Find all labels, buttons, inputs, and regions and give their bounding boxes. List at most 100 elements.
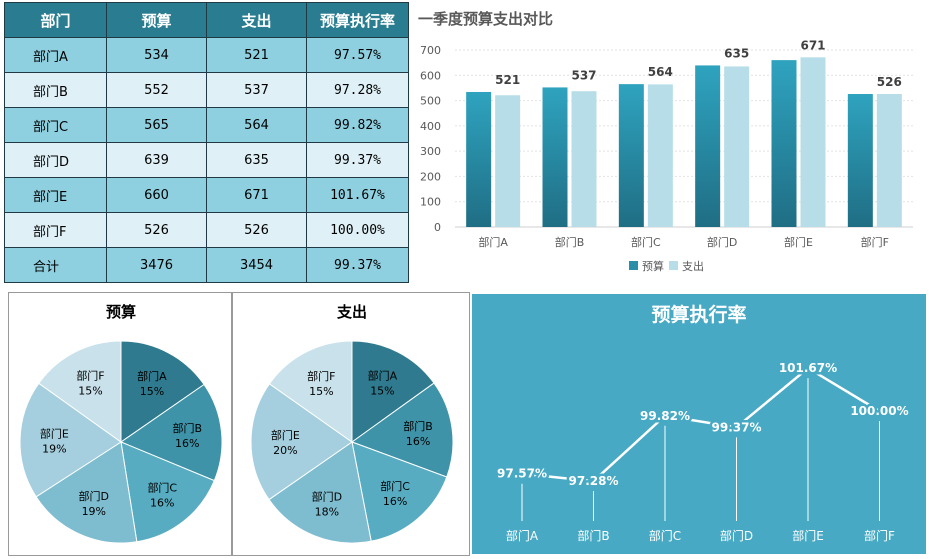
bar-chart: 一季度预算支出对比 0 100 200 300 400 500 600 700 521 部门A 537… [418,10,913,273]
table-cell: 534 [106,37,207,73]
pie-slice-label: 部门F [76,369,104,383]
pie-slice-label: 部门C [147,480,177,494]
table-header-cell: 预算执行率 [306,2,409,38]
table-cell: 3454 [206,247,307,283]
table-cell: 564 [206,107,307,143]
pie-slice [120,441,215,543]
table-cell: 526 [206,212,307,248]
y-tick-label: 200 [420,170,441,183]
pie-slice-percent: 19% [82,505,106,518]
x-tick-label: 部门D [707,235,737,249]
table-row: 部门D 639 635 99.37% [4,142,409,178]
table-cell: 521 [206,37,307,73]
line-x-tick-label: 部门E [792,528,824,543]
table-header-row: 部门 预算 支出 预算执行率 [4,2,409,38]
chart-title: 一季度预算支出对比 [418,10,553,28]
table-row: 部门E 660 671 101.67% [4,177,409,213]
pie-slice [38,340,122,443]
pie-slice-label: 部门D [312,490,342,504]
rate-data-label: 100.00% [850,404,908,418]
legend-label-expense: 支出 [682,259,704,273]
y-tick-label: 0 [434,221,441,234]
table-cell: 部门B [4,72,107,108]
pie-slice [268,340,353,443]
pie-slice-label: 部门E [40,426,69,440]
table-cell: 3476 [106,247,207,283]
bar-data-label: 526 [877,75,902,89]
pie-slice [120,340,205,443]
rate-data-label: 97.57% [497,467,547,481]
bar-budget [466,91,492,227]
budget-pie-panel: 预算 部门A 15% 部门B 16% 部门C 16% 部门D 19% 部门E 19% 部门F 15% [8,292,232,556]
bar-data-label: 521 [495,73,520,87]
table-row: 部门B 552 537 97.28% [4,72,409,108]
legend-swatch-budget [629,261,638,270]
pie-slice [351,340,435,443]
bar-expense [647,84,673,227]
line-x-tick-label: 部门C [649,528,681,543]
x-tick-label: 部门A [478,235,508,249]
y-tick-label: 400 [420,120,441,133]
pie-slice-label: 部门A [368,369,398,383]
bar-data-label: 635 [724,46,749,60]
pie-slice [351,441,448,542]
bar-expense [724,66,750,227]
rate-data-label: 101.67% [779,361,837,375]
rate-data-label: 99.37% [712,420,762,434]
table-cell: 660 [106,177,207,213]
pie-slice-percent: 18% [315,506,339,519]
budget-table: 部门 预算 支出 预算执行率 部门A 534 521 97.57% 部门B 55… [4,2,409,283]
table-cell: 100.00% [306,212,409,248]
bar-expense [495,95,521,227]
execution-rate-panel: 预算执行率 97.57% 部门A 97.28% 部门B 99.82% 部门C 99.37% 部门… [472,294,926,554]
pie-slice-percent: 16% [406,435,430,448]
rate-line [521,366,881,483]
table-header-cell: 支出 [206,2,307,38]
line-x-tick-label: 部门A [506,528,539,543]
table-cell: 565 [106,107,207,143]
line-x-tick-label: 部门F [864,528,895,543]
line-chart-title: 预算执行率 [651,303,746,326]
x-tick-label: 部门C [631,235,661,249]
legend-label-budget: 预算 [642,259,664,273]
pie-slice [119,383,223,482]
pie-slice-percent: 16% [175,437,199,450]
table-header-cell: 预算 [106,2,207,38]
pie-slice-percent: 15% [370,385,394,398]
table-cell: 部门E [4,177,107,213]
pie-slice-percent: 16% [150,496,174,509]
pie-title: 支出 [336,303,367,321]
table-cell: 537 [206,72,307,108]
table-cell: 部门A [4,37,107,73]
x-tick-label: 部门F [861,235,889,249]
bar-budget [695,65,721,227]
bar-data-label: 671 [800,38,825,52]
x-tick-label: 部门E [784,235,813,249]
table-cell: 99.37% [306,142,409,178]
x-tick-label: 部门B [555,235,585,249]
table-cell: 635 [206,142,307,178]
table-cell: 101.67% [306,177,409,213]
table-row: 部门F 526 526 100.00% [4,212,409,248]
execution-rate-chart: 预算执行率 97.57% 部门A 97.28% 部门B 99.82% 部门C 99.37% 部门… [495,303,912,543]
y-tick-label: 600 [420,69,441,82]
pie-slice-percent: 20% [273,444,297,457]
pie-slice-label: 部门F [307,369,335,383]
pie-slice-percent: 15% [78,385,102,398]
rate-data-label: 97.28% [569,474,619,488]
pie-slice-label: 部门A [137,369,167,383]
table-cell: 97.57% [306,37,409,73]
pie-slice [268,441,372,544]
table-row: 部门C 565 564 99.82% [4,107,409,143]
expense-pie-panel: 支出 部门A 15% 部门B 16% 部门C 16% 部门D 18% 部门E 20% 部门F 15% [232,292,470,556]
pie-slice-percent: 19% [42,442,66,455]
pie-slice-label: 部门C [380,479,410,493]
bar-budget [771,60,797,227]
table-cell: 部门D [4,142,107,178]
rate-data-label: 99.82% [640,409,690,423]
bar-budget [618,84,644,227]
table-cell: 部门C [4,107,107,143]
pie-slice-percent: 15% [309,385,333,398]
